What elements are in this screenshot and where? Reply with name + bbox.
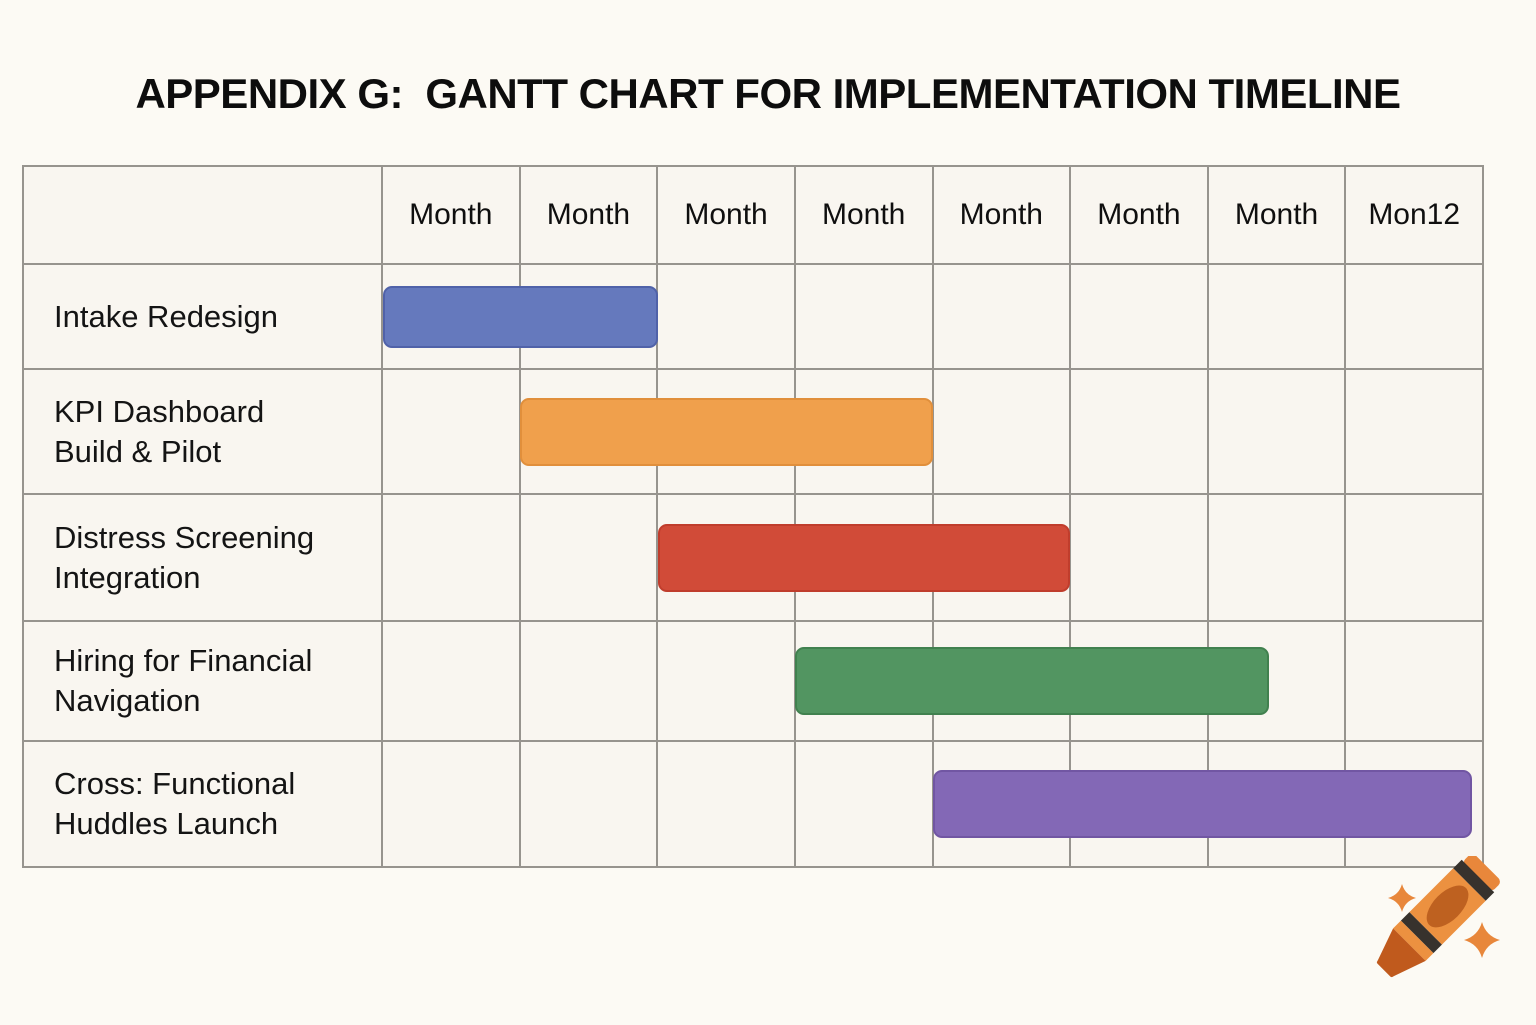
grid-cell — [793, 742, 932, 866]
grid-cell — [518, 370, 657, 493]
grid-cell — [656, 265, 794, 368]
task-label: Intake Redesign — [24, 265, 383, 368]
grid-cell — [931, 370, 1070, 493]
month-header: Month — [409, 198, 493, 231]
grid-cell — [383, 742, 519, 866]
header-months: Month Month Month Month Month Month Month Mon12 — [383, 167, 1482, 263]
gantt-bar — [795, 647, 1270, 715]
grid-cell — [383, 495, 519, 620]
grid-cell — [1069, 370, 1207, 493]
grid-cell — [1069, 495, 1207, 620]
grid-cell — [931, 742, 1070, 866]
task-label: Distress Screening Integration — [24, 495, 383, 620]
task-timeline — [383, 370, 1482, 493]
grid-cell — [1206, 370, 1345, 493]
month-header: Mon12 — [1344, 167, 1482, 263]
task-label: Cross: Functional Huddles Launch — [24, 742, 383, 866]
grid-cell — [383, 370, 519, 493]
grid-cell — [518, 495, 657, 620]
month-header: Month — [1069, 167, 1207, 263]
table-header-row: Month Month Month Month Month Month Month Mon12 — [24, 167, 1482, 263]
gantt-bar — [383, 285, 658, 348]
grid-cell — [1206, 495, 1345, 620]
task-row: Intake Redesign — [24, 263, 1482, 368]
crayon-body — [1376, 854, 1500, 978]
grid-cell — [1344, 495, 1482, 620]
grid-cell — [1344, 265, 1482, 368]
grid-cell — [383, 622, 519, 740]
task-timeline — [383, 495, 1482, 620]
crayon-icon — [1376, 854, 1500, 978]
month-header: Month — [518, 167, 657, 263]
grid-cell — [1206, 265, 1345, 368]
crayon-watermark — [1358, 854, 1530, 1025]
gantt-bar — [932, 770, 1473, 838]
grid-cell — [656, 742, 794, 866]
grid-cell — [793, 265, 932, 368]
gantt-bar — [657, 523, 1070, 592]
grid-cell — [1069, 265, 1207, 368]
month-header: Month — [656, 167, 794, 263]
task-row: KPI Dashboard Build & Pilot — [24, 368, 1482, 493]
grid-cell — [656, 495, 794, 620]
month-header: Month — [1206, 167, 1345, 263]
sparkle-icon — [1464, 922, 1500, 958]
grid-cell — [518, 622, 657, 740]
month-header: Month — [793, 167, 932, 263]
header-corner-cell — [24, 167, 383, 263]
month-header: Month — [931, 167, 1070, 263]
sparkle-icon — [1388, 884, 1416, 912]
task-timeline — [383, 622, 1482, 740]
grid-cell — [793, 622, 932, 740]
task-row: Hiring for Financial Navigation — [24, 620, 1482, 740]
gantt-table: Month Month Month Month Month Month Month Mon12… — [22, 165, 1484, 868]
task-timeline — [383, 265, 1482, 368]
grid-cell — [518, 742, 657, 866]
grid-cell — [656, 622, 794, 740]
task-label: KPI Dashboard Build & Pilot — [24, 370, 383, 493]
grid-cell — [1344, 622, 1482, 740]
task-label: Hiring for Financial Navigation — [24, 622, 383, 740]
page-title: APPENDIX G: GANTT CHART FOR IMPLEMENTATI… — [135, 70, 1401, 117]
task-row: Cross: Functional Huddles Launch — [24, 740, 1482, 866]
task-row: Distress Screening Integration — [24, 493, 1482, 620]
gantt-bar — [520, 397, 933, 466]
grid-cell — [931, 265, 1070, 368]
grid-cell — [1344, 370, 1482, 493]
task-timeline — [383, 742, 1482, 866]
